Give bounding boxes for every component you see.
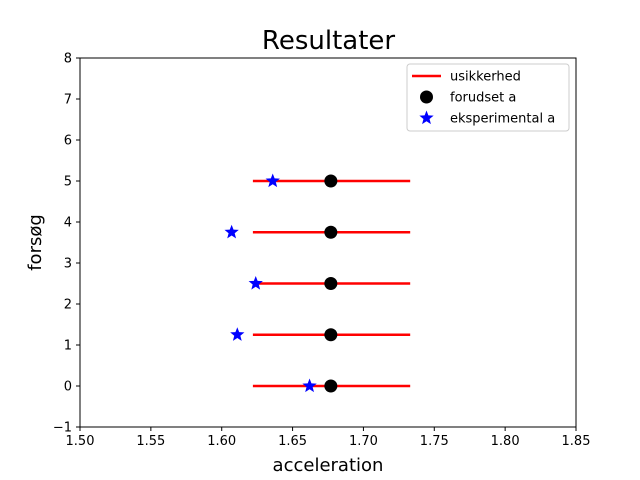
x-axis: 1.50 1.55 1.60 1.65 1.70 1.75 1.80 1.85: [66, 427, 591, 449]
y-tick-label: 0: [64, 380, 72, 395]
plot-frame: [79, 57, 577, 428]
experimental-point: [224, 224, 239, 239]
x-tick-label: 1.85: [562, 434, 591, 449]
experimental-point: [302, 378, 317, 393]
predicted-point: [324, 225, 338, 239]
y-tick-label: 3: [64, 257, 72, 272]
x-tick-label: 1.65: [278, 434, 307, 449]
y-axis-label: forsøg: [25, 214, 46, 271]
predicted-point: [324, 328, 338, 342]
legend-swatch-forudset: [420, 90, 433, 104]
legend-label: eksperimental a: [450, 112, 555, 127]
predicted-point: [324, 379, 338, 393]
y-tick-label: 8: [64, 52, 72, 67]
y-tick-label: 1: [64, 339, 72, 354]
x-tick-label: 1.60: [207, 434, 236, 449]
x-tick-label: 1.75: [420, 434, 449, 449]
y-tick-label: 5: [64, 175, 72, 190]
legend-label: forudset a: [450, 91, 516, 106]
y-tick-label: −1: [53, 421, 72, 436]
legend-swatch-eksperimental: [419, 110, 434, 125]
y-tick-label: 4: [64, 216, 72, 231]
x-tick-label: 1.50: [66, 434, 95, 449]
legend: usikkerhed forudset a eksperimental a: [406, 63, 570, 132]
y-tick-label: 7: [64, 93, 72, 108]
y-tick-label: 2: [64, 298, 72, 313]
legend-label: usikkerhed: [450, 70, 521, 85]
plot-marks: [224, 173, 411, 393]
x-tick-label: 1.55: [136, 434, 165, 449]
experimental-point: [265, 173, 280, 188]
legend-box: [406, 63, 570, 132]
predicted-point: [324, 174, 338, 188]
y-axis: −1 0 1 2 3 4 5 6 7 8: [53, 52, 80, 436]
x-axis-label: acceleration: [273, 455, 384, 476]
x-tick-label: 1.70: [349, 434, 378, 449]
experimental-point: [248, 276, 263, 290]
experimental-point: [230, 327, 245, 341]
chart-title: Resultater: [262, 26, 395, 56]
y-tick-label: 6: [64, 134, 72, 149]
x-tick-label: 1.80: [491, 434, 520, 449]
predicted-point: [324, 277, 338, 290]
